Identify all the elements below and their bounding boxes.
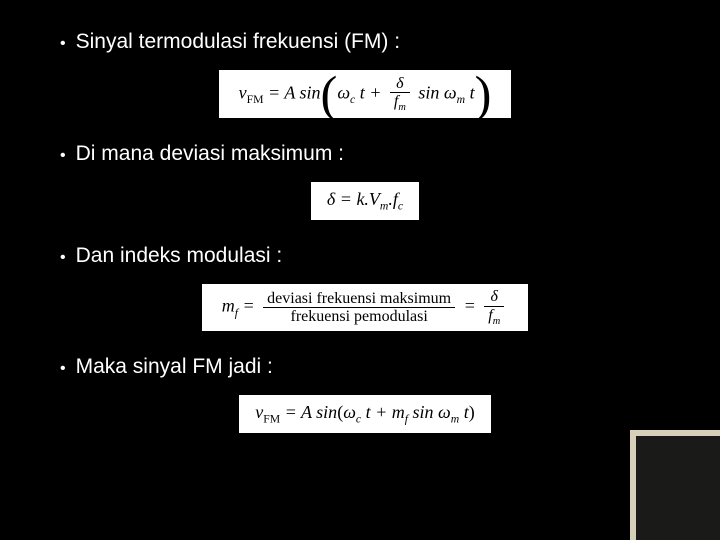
eq-wmsub: m [451,413,459,426]
bullet-2-text: Di mana deviasi maksimum : [76,142,344,166]
eq-sin2: sin [408,402,438,422]
eq-m: m [222,296,235,316]
equation-3: mf = deviasi frekuensi maksimumfrekuensi… [60,284,670,331]
eq-num: deviasi frekuensi maksimum [263,290,455,309]
equation-2: δ = k.Vm.fc [60,182,670,220]
bullet-dot: • [60,142,66,170]
frac-text: deviasi frekuensi maksimumfrekuensi pemo… [263,290,455,326]
bullet-4-text: Maka sinyal FM jadi : [76,355,273,379]
bullet-2: • Di mana deviasi maksimum : [60,142,670,170]
equation-4-content: vFM = A sin(ωc t + mf sin ωm t) [239,395,490,433]
slide-corner-decoration [630,430,720,540]
eq-eq: = [280,402,301,422]
eq-wc: ω [337,82,350,102]
eq-t2: t [459,402,469,422]
eq-delta: δ [396,75,403,92]
equation-3-content: mf = deviasi frekuensi maksimumfrekuensi… [202,284,529,331]
eq-sub: FM [263,413,280,426]
eq-delta: δ [491,288,498,305]
bullet-dot: • [60,30,66,58]
rparen: ) [475,74,492,114]
eq-fm-sub: m [398,102,406,113]
eq-t: t [355,82,365,102]
eq-k: k.V [356,189,379,209]
bullet-4: • Maka sinyal FM jadi : [60,355,670,383]
eq-eq: = [264,82,285,102]
eq-sin: sin [295,82,321,102]
eq-plus: + [371,402,392,422]
eq-sin2: sin [414,82,444,102]
bullet-dot: • [60,244,66,272]
eq-mf: m [392,402,405,422]
lparen: ( [321,74,338,114]
bullet-1-text: Sinyal termodulasi frekuensi (FM) : [76,30,400,54]
eq-sub: FM [247,93,264,106]
eq-var: v [239,82,247,102]
eq-wm-sub: m [457,93,465,106]
equation-4: vFM = A sin(ωc t + mf sin ωm t) [60,395,670,433]
equation-1-content: vFM = A sin(ωc t + δfm sin ωm t) [219,70,512,118]
eq-A: A [301,402,312,422]
eq-wm: ω [438,402,451,422]
eq-A: A [284,82,295,102]
eq-eq: = [335,189,356,209]
eq-eq: = [238,296,259,316]
bullet-3-text: Dan indeks modulasi : [76,244,283,268]
bullet-3: • Dan indeks modulasi : [60,244,670,272]
eq-plus: + [365,82,386,102]
equation-1: vFM = A sin(ωc t + δfm sin ωm t) [60,70,670,118]
eq-den: frekuensi pemodulasi [263,308,455,326]
rparen: ) [469,402,475,422]
eq-eq2: = [459,296,480,316]
bullet-dot: • [60,355,66,383]
eq-fsub: c [398,200,403,213]
eq-t: t [361,402,371,422]
equation-2-content: δ = k.Vm.fc [311,182,419,220]
eq-sin: sin [312,402,338,422]
eq-t2: t [465,82,475,102]
frac: δfm [390,75,410,114]
slide-content: • Sinyal termodulasi frekuensi (FM) : vF… [0,0,720,487]
eq-wc: ω [343,402,356,422]
bullet-1: • Sinyal termodulasi frekuensi (FM) : [60,30,670,58]
eq-fmsub: m [493,316,501,327]
eq-wm: ω [444,82,457,102]
frac2: δfm [484,288,504,327]
